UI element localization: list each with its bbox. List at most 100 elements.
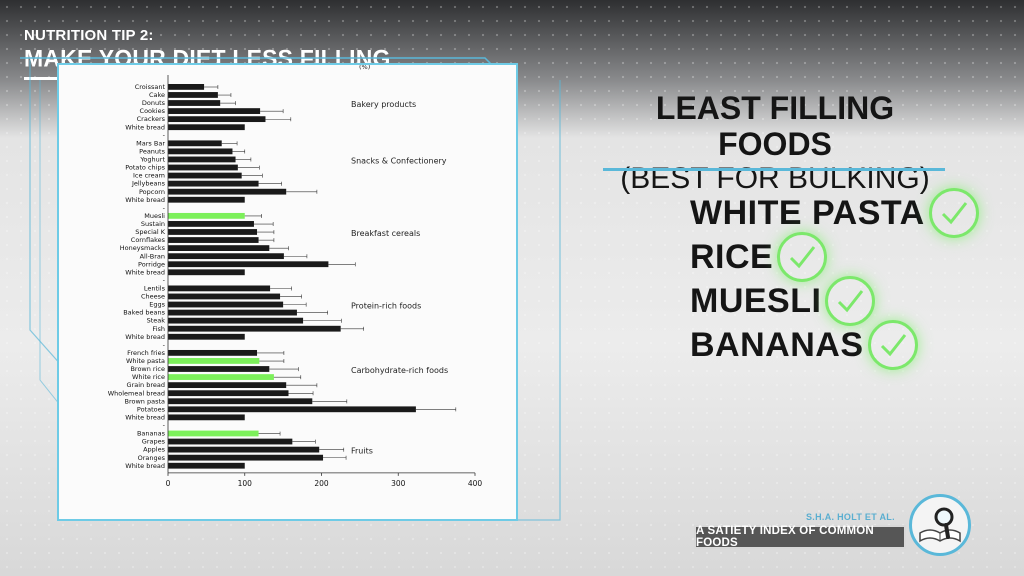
bar bbox=[168, 237, 259, 243]
tick-label: White bread bbox=[125, 462, 165, 470]
group-label: Carbohydrate-rich foods bbox=[351, 366, 448, 375]
bar bbox=[168, 84, 205, 90]
tick-label: Lentils bbox=[144, 285, 166, 293]
food-label: RICE bbox=[690, 237, 774, 276]
tick-label: White bread bbox=[125, 413, 165, 421]
tick-label: Grapes bbox=[142, 438, 166, 446]
x-tick-label: 0 bbox=[166, 479, 171, 488]
tick-label: Cookies bbox=[140, 107, 166, 115]
bar bbox=[168, 261, 329, 268]
bar bbox=[168, 148, 233, 155]
group-separator-dash: - bbox=[163, 276, 166, 284]
bar bbox=[168, 180, 259, 187]
tick-label: Mars Bar bbox=[136, 139, 165, 147]
bar bbox=[168, 382, 287, 389]
tick-label: Apples bbox=[143, 446, 166, 454]
heading-rule bbox=[603, 168, 945, 171]
book-magnifier-icon bbox=[909, 494, 971, 556]
bar bbox=[168, 414, 245, 421]
food-item-muesli: MUESLI bbox=[690, 276, 876, 326]
bar bbox=[168, 462, 245, 469]
group-separator-dash: - bbox=[163, 204, 166, 212]
bar bbox=[168, 140, 222, 147]
tick-label: Potatoes bbox=[137, 405, 166, 413]
tick-label: Jellybeans bbox=[131, 180, 166, 188]
bar bbox=[168, 124, 245, 131]
bar bbox=[168, 309, 297, 316]
bar bbox=[168, 446, 320, 453]
tick-label: Eggs bbox=[149, 301, 165, 309]
bar bbox=[168, 454, 324, 461]
group-label: Protein-rich foods bbox=[351, 302, 421, 311]
tick-label: White pasta bbox=[126, 357, 165, 365]
tick-label: Cake bbox=[149, 91, 165, 99]
bar bbox=[168, 188, 287, 195]
tick-label: Brown rice bbox=[130, 365, 165, 373]
checkmark-icon bbox=[928, 188, 979, 238]
group-label: Snacks & Confectionery bbox=[351, 156, 447, 165]
tick-label: Honeysmacks bbox=[120, 244, 166, 252]
satiety-bar-chart: (%) Bakery products CroissantCakeDonutsCoo… bbox=[108, 65, 483, 488]
group-label: Bakery products bbox=[351, 100, 416, 109]
group-separator-dash: - bbox=[163, 341, 166, 349]
bar bbox=[168, 156, 236, 163]
unit-label: (%) bbox=[359, 65, 370, 71]
tick-label: Cornflakes bbox=[131, 236, 166, 244]
bar bbox=[168, 398, 313, 405]
tick-label: White rice bbox=[132, 373, 165, 381]
tick-label: Special K bbox=[135, 228, 165, 236]
group-separator-dash: - bbox=[163, 422, 166, 430]
bar bbox=[168, 196, 245, 203]
bar bbox=[168, 358, 260, 364]
bar bbox=[168, 108, 261, 114]
tick-label: White bread bbox=[125, 123, 165, 131]
heading-line-2: (BEST FOR BULKING) bbox=[620, 162, 930, 195]
x-tick-label: 200 bbox=[314, 479, 329, 488]
bar bbox=[168, 325, 341, 332]
satiety-chart-panel: (%) Bakery products Croissant Cake Donuts Coo… bbox=[57, 63, 518, 521]
bar bbox=[168, 229, 258, 235]
bar bbox=[168, 172, 242, 179]
bar bbox=[168, 100, 221, 106]
tick-label: French fries bbox=[127, 349, 165, 357]
bar bbox=[168, 92, 218, 98]
bar bbox=[168, 333, 245, 340]
bar bbox=[168, 301, 284, 308]
tick-label: White bread bbox=[125, 333, 165, 341]
tick-label: Grain bread bbox=[127, 381, 165, 389]
food-label: WHITE PASTA bbox=[690, 193, 925, 232]
food-item-rice: RICE bbox=[690, 232, 828, 282]
food-label: BANANAS bbox=[690, 325, 864, 364]
checkmark-icon bbox=[867, 320, 918, 370]
tick-label: Donuts bbox=[142, 99, 166, 107]
tip-kicker: NUTRITION TIP 2: bbox=[24, 27, 154, 44]
tick-label: All-Bran bbox=[140, 252, 165, 260]
bar bbox=[168, 285, 271, 292]
tick-label: Cheese bbox=[141, 293, 165, 301]
x-tick-label: 300 bbox=[391, 479, 406, 488]
bar bbox=[168, 317, 304, 324]
tick-label: Potato chips bbox=[125, 164, 165, 172]
tick-label: Sustain bbox=[141, 220, 165, 228]
bar bbox=[168, 430, 259, 437]
bar bbox=[168, 390, 289, 397]
bar bbox=[168, 366, 270, 372]
tick-label: White bread bbox=[125, 268, 165, 276]
food-item-white-pasta: WHITE PASTA bbox=[690, 188, 979, 238]
tick-label: Baked beans bbox=[123, 309, 165, 317]
food-label: MUESLI bbox=[690, 281, 822, 320]
bar bbox=[168, 269, 245, 276]
bar bbox=[168, 221, 254, 227]
tick-label: Fish bbox=[152, 325, 165, 333]
bar bbox=[168, 438, 293, 445]
tick-label: Bananas bbox=[137, 430, 166, 438]
bar bbox=[168, 116, 266, 123]
tick-label: Muesli bbox=[144, 212, 165, 220]
heading-line-1: LEAST FILLING FOODS bbox=[655, 90, 895, 162]
tick-label: Ice cream bbox=[133, 172, 165, 180]
tick-label: White bread bbox=[125, 196, 165, 204]
bar bbox=[168, 164, 238, 171]
bar bbox=[168, 406, 416, 413]
bar bbox=[168, 245, 270, 251]
bar bbox=[168, 349, 258, 356]
